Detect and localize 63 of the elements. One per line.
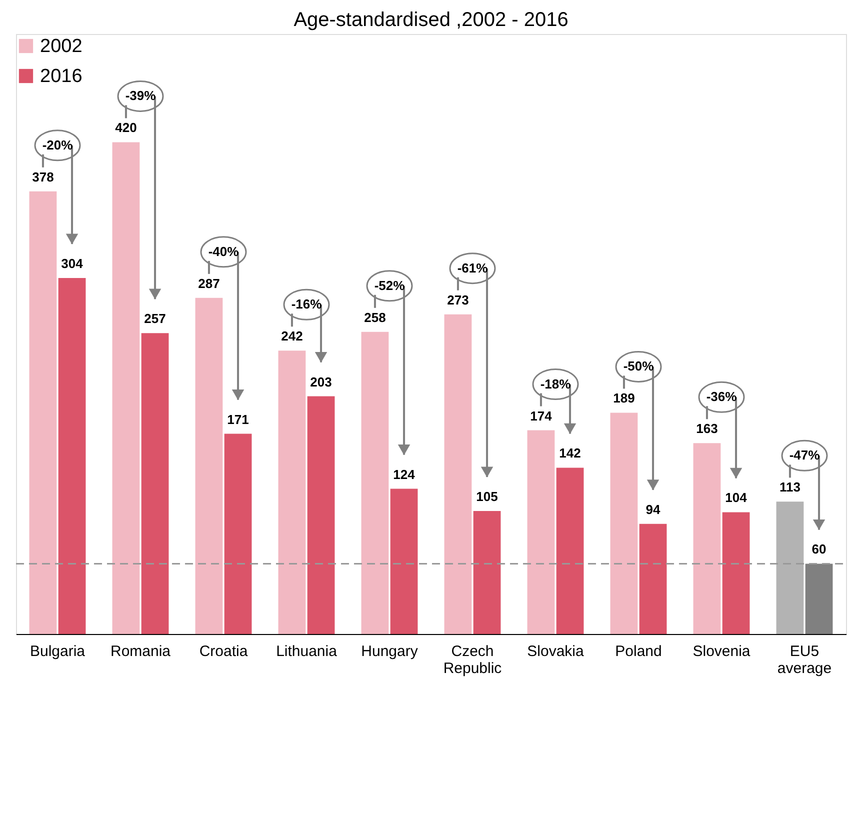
annotation: -61% <box>457 260 488 276</box>
data-label: 257 <box>144 311 166 326</box>
text: -39% <box>125 88 156 104</box>
bar <box>29 191 57 634</box>
data-label: 60 <box>812 542 826 557</box>
bar <box>639 524 667 634</box>
legend-label: 2016 <box>40 66 82 87</box>
annotation: -20% <box>42 137 74 152</box>
data-label: 174 <box>530 408 553 424</box>
data-label: 378 <box>32 169 54 184</box>
data-label: 124 <box>393 466 416 482</box>
data-label: 287 <box>198 276 220 291</box>
legend-label: 2002 <box>40 36 82 57</box>
data-label: 258 <box>364 310 386 325</box>
bar <box>112 142 140 634</box>
bar <box>722 512 750 634</box>
annotation: -16% <box>291 296 322 312</box>
x-tick-label: Slovenia <box>692 643 751 660</box>
bar <box>390 488 418 634</box>
bar <box>473 511 501 634</box>
data-label: 142 <box>559 446 581 461</box>
data-label: 105 <box>476 489 498 504</box>
x-tick-label: Slovakia <box>527 643 585 660</box>
bar <box>805 564 833 634</box>
chart-title: Age-standardised ,2002 - 2016 <box>294 9 568 31</box>
x-tick-label: EU5 average <box>777 643 832 677</box>
data-label: 304 <box>61 256 84 272</box>
data-label: 273 <box>447 292 469 308</box>
data-label: 242 <box>281 328 303 344</box>
annotation: -40% <box>208 244 240 259</box>
x-tick-label: Hungary <box>361 643 418 660</box>
bar <box>776 502 804 634</box>
bar <box>444 314 472 634</box>
bar <box>224 434 252 634</box>
data-label: 203 <box>310 374 332 390</box>
annotation: -18% <box>540 376 572 392</box>
x-tick-label: Lithuania <box>276 643 338 660</box>
annotation: -50% <box>623 358 654 374</box>
data-label: 113 <box>779 480 800 495</box>
x-tick-label: Bulgaria <box>30 643 86 660</box>
bar <box>556 468 584 634</box>
data-label: 420 <box>115 120 137 136</box>
bar <box>527 430 555 634</box>
x-tick-label: Romania <box>110 643 172 660</box>
annotation: -52% <box>374 278 406 293</box>
x-tick-label: Czech Republic <box>443 643 502 677</box>
bar <box>361 332 389 634</box>
data-label: 94 <box>646 502 662 517</box>
x-tick-label: Croatia <box>199 643 248 660</box>
bar <box>693 443 721 634</box>
data-label: 189 <box>613 390 635 406</box>
bar <box>278 350 306 634</box>
data-label: 163 <box>696 421 718 436</box>
bar <box>610 412 638 634</box>
annotation: -36% <box>706 389 738 404</box>
data-label: 171 <box>227 412 249 427</box>
x-tick-label: Poland <box>615 643 662 660</box>
bar <box>141 333 169 634</box>
bar <box>307 396 335 634</box>
bar <box>195 298 223 634</box>
bar <box>58 278 86 634</box>
data-label: 104 <box>725 490 748 506</box>
annotation: -47% <box>789 448 820 463</box>
